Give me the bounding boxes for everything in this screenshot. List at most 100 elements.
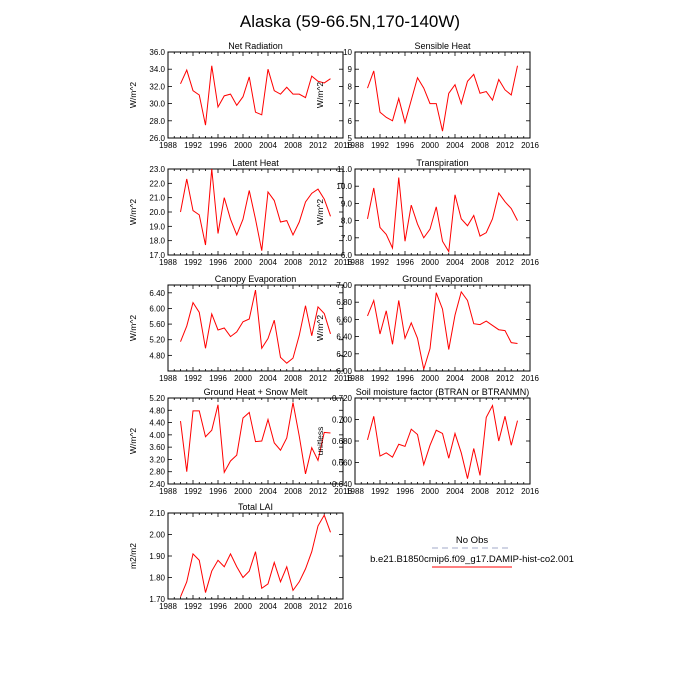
y-tick-label: 6.40 <box>336 333 352 342</box>
x-tick-label: 2000 <box>234 602 252 611</box>
panel-7: Ground Heat + Snow Melt 1988 1992 1996 2000 2… <box>128 387 352 496</box>
panel-title: Canopy Evaporation <box>215 274 297 284</box>
y-tick-label: 6.20 <box>336 350 352 359</box>
panel-title: Sensible Heat <box>414 41 471 51</box>
y-axis-label: W/m^2 <box>128 82 138 108</box>
y-axis-label: unitless <box>315 427 325 456</box>
x-tick-label: 1988 <box>346 258 364 267</box>
y-tick-label: 6.40 <box>149 289 165 298</box>
y-tick-label: 2.80 <box>149 468 165 477</box>
panel-2: Sensible Heat 1988 1992 1996 2000 2004 2008 201… <box>315 41 539 150</box>
y-tick-label: 5 <box>348 134 353 143</box>
x-tick-label: 2008 <box>471 487 489 496</box>
y-axis-label: W/m^2 <box>128 315 138 341</box>
x-tick-label: 2012 <box>309 258 327 267</box>
panel-8: Soil moisture factor (BTRAN or BTRANMN) 1… <box>315 387 539 496</box>
plot-frame <box>354 397 531 485</box>
x-tick-label: 2000 <box>234 258 252 267</box>
y-tick-label: 26.0 <box>149 134 165 143</box>
x-tick-label: 2004 <box>259 602 277 611</box>
legend-obs-label: No Obs <box>456 535 488 546</box>
y-tick-label: 3.20 <box>149 455 165 464</box>
y-axis-label: W/m^2 <box>128 428 138 454</box>
legend-model-label: b.e21.B1850cmip6.f09_g17.DAMIP-hist-co2.… <box>370 554 574 565</box>
x-tick-label: 2004 <box>446 141 464 150</box>
x-tick-label: 1992 <box>371 374 389 383</box>
x-tick-label: 2016 <box>334 258 352 267</box>
series-line-1 <box>180 168 331 251</box>
x-tick-label: 1996 <box>396 258 414 267</box>
x-tick-label: 1988 <box>159 258 177 267</box>
x-tick-label: 2012 <box>496 141 514 150</box>
y-axis-label: W/m^2 <box>128 199 138 225</box>
y-axis-label: W/m^2 <box>315 82 325 108</box>
y-tick-label: 5.60 <box>149 320 165 329</box>
y-axis-label: m2/m2 <box>128 543 138 569</box>
y-tick-label: 10.0 <box>336 182 352 191</box>
y-tick-label: 0.680 <box>332 437 353 446</box>
x-tick-label: 2016 <box>334 487 352 496</box>
x-tick-label: 2008 <box>284 487 302 496</box>
x-tick-label: 1992 <box>184 374 202 383</box>
y-tick-label: 2.40 <box>149 480 165 489</box>
x-tick-label: 2016 <box>521 487 539 496</box>
plot-frame <box>167 512 344 600</box>
y-tick-label: 28.0 <box>149 117 165 126</box>
y-tick-label: 3.60 <box>149 443 165 452</box>
series-line-1 <box>367 403 518 479</box>
series-line-1 <box>367 290 518 370</box>
y-tick-label: 34.0 <box>149 65 165 74</box>
y-tick-label: 1.70 <box>149 595 165 604</box>
panel-9: Total LAI 1988 1992 1996 2000 2004 2008 2012 201… <box>128 502 352 611</box>
series-line-1 <box>367 65 518 132</box>
x-tick-label: 2016 <box>334 374 352 383</box>
y-tick-label: 6 <box>348 117 353 126</box>
y-tick-label: 22.0 <box>149 179 165 188</box>
series-line-1 <box>180 289 331 364</box>
x-tick-label: 1996 <box>396 487 414 496</box>
panel-4: Transpiration 1988 1992 1996 2000 2004 2008 201… <box>315 158 539 267</box>
y-tick-label: 4.40 <box>149 419 165 428</box>
y-tick-label: 7.0 <box>341 234 353 243</box>
panel-title: Ground Evaporation <box>402 274 483 284</box>
x-tick-label: 2012 <box>309 487 327 496</box>
series-line-1 <box>180 65 331 126</box>
x-tick-label: 2004 <box>446 487 464 496</box>
y-tick-label: 19.0 <box>149 222 165 231</box>
x-tick-label: 2000 <box>421 258 439 267</box>
series-line-1 <box>180 513 331 598</box>
y-tick-label: 5.20 <box>149 394 165 403</box>
panel-title: Net Radiation <box>228 41 283 51</box>
y-tick-label: 6.0 <box>341 251 353 260</box>
y-tick-label: 23.0 <box>149 165 165 174</box>
x-tick-label: 1988 <box>159 487 177 496</box>
x-tick-label: 2008 <box>284 374 302 383</box>
series-line-1 <box>367 177 518 254</box>
x-tick-label: 2004 <box>259 141 277 150</box>
x-tick-label: 2012 <box>309 141 327 150</box>
x-tick-label: 2016 <box>521 141 539 150</box>
x-tick-label: 2008 <box>284 602 302 611</box>
x-tick-label: 2016 <box>521 258 539 267</box>
y-tick-label: 0.660 <box>332 459 353 468</box>
panel-title: Ground Heat + Snow Melt <box>204 387 308 397</box>
y-axis-label: W/m^2 <box>315 315 325 341</box>
x-tick-label: 1988 <box>159 602 177 611</box>
y-tick-label: 21.0 <box>149 194 165 203</box>
y-tick-label: 7.00 <box>336 281 352 290</box>
x-tick-label: 1996 <box>209 487 227 496</box>
panel-3: Latent Heat 1988 1992 1996 2000 2004 2008 2012 2… <box>128 158 352 267</box>
panel-title: Soil moisture factor (BTRAN or BTRANMN) <box>356 387 530 397</box>
x-tick-label: 1996 <box>209 374 227 383</box>
x-tick-label: 2008 <box>471 141 489 150</box>
x-tick-label: 1992 <box>184 602 202 611</box>
x-tick-label: 1996 <box>209 602 227 611</box>
y-tick-label: 10 <box>343 48 352 57</box>
y-tick-label: 11.0 <box>337 165 353 174</box>
panel-title: Latent Heat <box>232 158 279 168</box>
x-tick-label: 2012 <box>496 258 514 267</box>
x-tick-label: 2008 <box>284 141 302 150</box>
x-tick-label: 2004 <box>259 487 277 496</box>
y-tick-label: 5.20 <box>149 336 165 345</box>
x-tick-label: 2000 <box>421 374 439 383</box>
